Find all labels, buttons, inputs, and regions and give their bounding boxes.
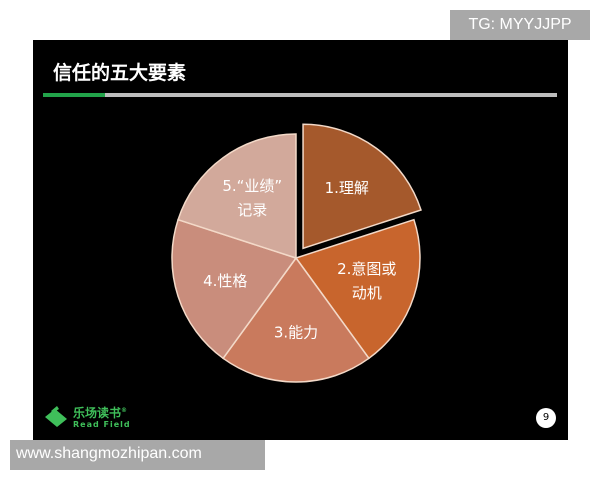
pie-slice-3 [222,256,370,383]
watermark-bottom: www.shangmozhipan.com [10,440,265,470]
book-logo-icon [45,405,67,427]
progress-bar [43,93,557,97]
logo-text-cn: 乐场读书 [73,406,122,420]
page-number: 9 [536,408,556,428]
logo-registered-mark: ® [121,407,128,414]
pie-label-4: 4.性格 [203,272,247,290]
progress-bar-fill [43,93,105,97]
logo: 乐场读书® Read Field [43,404,131,429]
pie-label-2: 2.意图或动机 [337,260,396,302]
pie-slice-1 [302,123,422,250]
pie-slice-5 [177,133,297,260]
pie-label-1: 1.理解 [325,179,369,197]
pie-slice-2 [294,218,421,360]
logo-text-en: Read Field [73,420,131,429]
watermark-top: TG: MYYJJPP [450,10,590,40]
slide-title: 信任的五大要素 [53,62,187,84]
pie-slice-4 [171,218,298,360]
pie-label-3: 3.能力 [274,323,318,341]
pie-label-5: 5.“业绩”记录 [222,177,282,219]
